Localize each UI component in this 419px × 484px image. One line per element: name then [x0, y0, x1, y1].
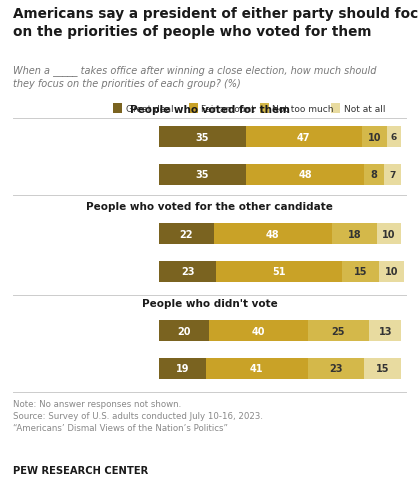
Text: 13: 13: [379, 326, 392, 336]
Bar: [365, 358, 401, 379]
Text: 48: 48: [298, 170, 312, 180]
Text: 7: 7: [390, 170, 396, 180]
Text: People who voted for the other candidate: People who voted for the other candidate: [86, 202, 333, 212]
Text: 8: 8: [371, 170, 378, 180]
Text: 19: 19: [176, 363, 189, 374]
Text: Not at all: Not at all: [344, 105, 385, 113]
Bar: [246, 165, 365, 185]
Text: 10: 10: [367, 132, 381, 142]
Bar: [365, 165, 384, 185]
Text: Fair amount: Fair amount: [201, 105, 255, 113]
Text: People who voted for them: People who voted for them: [129, 105, 290, 115]
Bar: [159, 358, 206, 379]
Bar: [332, 224, 377, 244]
Text: 10: 10: [383, 229, 396, 239]
Text: 15: 15: [354, 267, 367, 277]
Bar: [384, 165, 401, 185]
Text: 18: 18: [348, 229, 361, 239]
Text: 25: 25: [332, 326, 345, 336]
Bar: [159, 261, 216, 282]
Bar: [246, 127, 362, 148]
Bar: [387, 127, 401, 148]
Bar: [159, 127, 246, 148]
Bar: [308, 358, 365, 379]
Bar: [216, 261, 342, 282]
Text: People who didn't vote: People who didn't vote: [142, 299, 277, 309]
Text: Note: No answer responses not shown.
Source: Survey of U.S. adults conducted Jul: Note: No answer responses not shown. Sou…: [13, 399, 263, 432]
Text: PEW RESEARCH CENTER: PEW RESEARCH CENTER: [13, 465, 148, 475]
Bar: [379, 261, 404, 282]
Bar: [362, 127, 387, 148]
Text: 10: 10: [385, 267, 398, 277]
Text: 23: 23: [181, 267, 194, 277]
Bar: [370, 320, 401, 341]
Text: 51: 51: [272, 267, 286, 277]
Text: 35: 35: [196, 170, 209, 180]
Text: 35: 35: [196, 132, 209, 142]
Text: 41: 41: [250, 363, 264, 374]
Text: 23: 23: [329, 363, 343, 374]
Text: 22: 22: [180, 229, 193, 239]
Text: 48: 48: [266, 229, 280, 239]
Bar: [159, 320, 209, 341]
Text: 20: 20: [177, 326, 191, 336]
Bar: [159, 165, 246, 185]
Text: 6: 6: [391, 133, 397, 142]
Text: 15: 15: [376, 363, 390, 374]
Text: Great deal: Great deal: [126, 105, 173, 113]
Bar: [214, 224, 332, 244]
Bar: [342, 261, 379, 282]
Text: When a _____ takes office after winning a close election, how much should
they f: When a _____ takes office after winning …: [13, 65, 376, 89]
Text: 40: 40: [251, 326, 265, 336]
Bar: [308, 320, 370, 341]
Text: Not too much: Not too much: [272, 105, 334, 113]
Text: Americans say a president of either party should focus
on the priorities of peop: Americans say a president of either part…: [13, 7, 419, 39]
Bar: [206, 358, 308, 379]
Bar: [209, 320, 308, 341]
Bar: [377, 224, 401, 244]
Text: 47: 47: [297, 132, 310, 142]
Bar: [159, 224, 214, 244]
